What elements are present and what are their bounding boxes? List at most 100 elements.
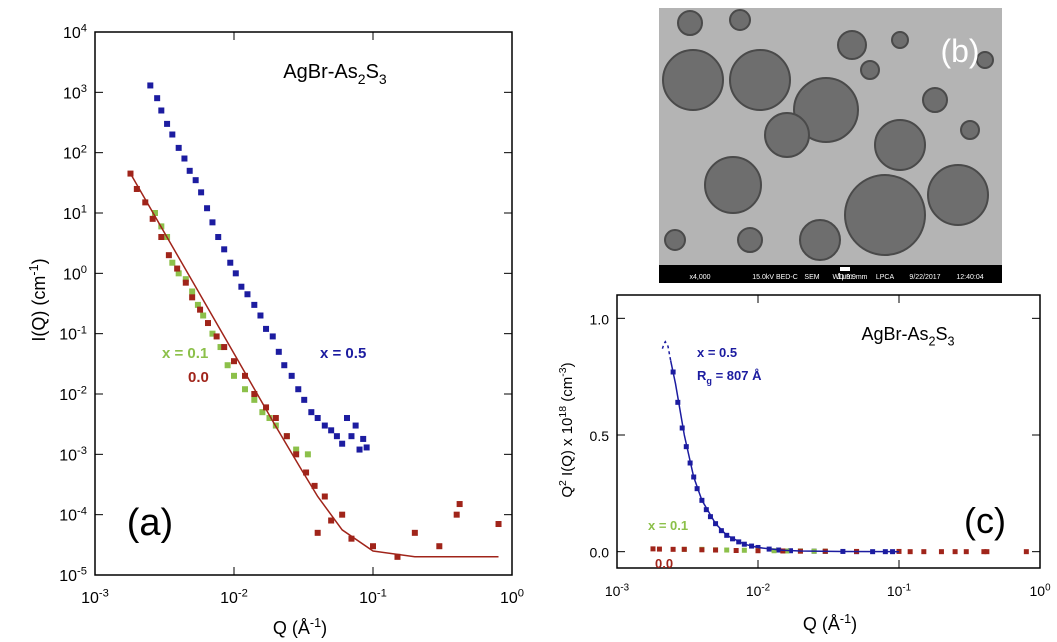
annotation-part: = 807 Å: [712, 368, 762, 383]
image-caption: LPCA: [876, 274, 895, 281]
chart-title-part: AgBr-As: [283, 61, 357, 83]
droplet: [793, 77, 859, 143]
point: [251, 391, 258, 397]
droplet: [729, 49, 791, 111]
tick-label-part: 10: [63, 146, 81, 163]
point: [303, 469, 310, 476]
x-axis-label-part: ): [321, 618, 327, 638]
point: [165, 252, 172, 259]
tick-label: 10-2: [220, 588, 248, 607]
fit-line: [129, 173, 499, 558]
point: [242, 372, 249, 379]
point: [174, 265, 181, 272]
series-label: x = 0.1: [162, 345, 208, 362]
point: [269, 333, 276, 340]
point: [200, 312, 207, 319]
point: [293, 451, 300, 458]
series-label: 0.0: [655, 556, 673, 571]
plot-frame: [94, 31, 513, 576]
point: [221, 344, 228, 351]
tick-label-part: 10: [1029, 583, 1045, 599]
tick-label-part: 0: [81, 264, 87, 276]
chart-title-part: AgBr-As: [861, 324, 928, 344]
point: [259, 409, 266, 416]
point: [360, 435, 367, 442]
tick-label-part: 10: [63, 85, 81, 102]
point: [314, 529, 321, 536]
x-axis-label: Q (Å-1): [273, 616, 327, 638]
tick-label-part: -1: [377, 588, 387, 600]
point: [348, 433, 355, 440]
tick-label: 100: [63, 264, 87, 283]
y-axis-label-part: I(Q) (cm: [29, 276, 49, 342]
point: [921, 549, 927, 555]
tick-label: 10-3: [59, 445, 87, 464]
point: [699, 547, 705, 553]
tick-label: 10-2: [59, 385, 87, 404]
point: [251, 301, 258, 308]
droplet: [927, 164, 989, 226]
y-axis-label-part: ): [559, 362, 576, 367]
point: [301, 396, 308, 403]
x-axis-label: Q (Å-1): [803, 612, 857, 634]
tick-label: 0.5: [590, 428, 610, 444]
point: [771, 548, 777, 554]
point: [263, 325, 270, 332]
tick-label: 10-3: [81, 588, 109, 607]
point: [192, 177, 199, 184]
droplet: [960, 120, 980, 140]
tick-label: 101: [63, 204, 87, 223]
y-axis-label-part: ): [29, 258, 49, 264]
point: [681, 546, 687, 552]
point: [175, 144, 182, 151]
point: [182, 276, 189, 283]
point: [308, 409, 315, 416]
tick-label-part: -1: [902, 582, 911, 593]
point: [328, 517, 335, 524]
point: [227, 259, 234, 266]
point: [314, 415, 321, 422]
droplet: [729, 9, 751, 31]
annotation-part: R: [697, 368, 707, 383]
droplet: [844, 174, 926, 256]
point: [142, 199, 149, 206]
fit-line: [669, 360, 900, 553]
point: [209, 330, 216, 337]
point: [370, 543, 376, 550]
image-caption: 15.0kV BED-C: [752, 274, 798, 281]
point: [453, 511, 460, 518]
tick-label: 10-1: [59, 324, 87, 343]
series-label: 0.0: [188, 369, 209, 386]
tick-label-part: 1.0: [590, 311, 610, 327]
droplet: [662, 49, 724, 111]
point: [650, 546, 656, 552]
point: [703, 507, 709, 513]
point: [147, 82, 154, 89]
droplet: [677, 10, 703, 36]
tick-label: 104: [63, 23, 87, 42]
droplet: [704, 156, 762, 214]
series-label: x = 0.1: [648, 518, 688, 533]
point: [281, 362, 288, 369]
point: [194, 301, 201, 308]
point: [952, 549, 958, 555]
chart-title-part: 3: [948, 334, 955, 348]
panel-label: (a): [127, 502, 173, 544]
point: [221, 246, 228, 253]
point: [339, 440, 346, 447]
point: [339, 511, 346, 518]
plot-frame: [616, 294, 1041, 569]
y-axis-label-part: 18: [557, 406, 569, 418]
y-axis-label-part: 2: [557, 480, 569, 486]
tick-label-part: 10: [63, 266, 81, 283]
point: [213, 333, 220, 340]
image-caption: 9/22/2017: [909, 274, 940, 281]
tick-label-part: 10: [605, 583, 621, 599]
panel-label: (c): [964, 500, 1006, 541]
tick-label-part: 10: [81, 590, 99, 607]
point: [197, 306, 204, 313]
chart-title-part: 2: [928, 334, 935, 348]
tick-label: 103: [63, 83, 87, 102]
tick-label-part: -1: [77, 324, 87, 336]
tick-label-part: -2: [238, 588, 248, 600]
